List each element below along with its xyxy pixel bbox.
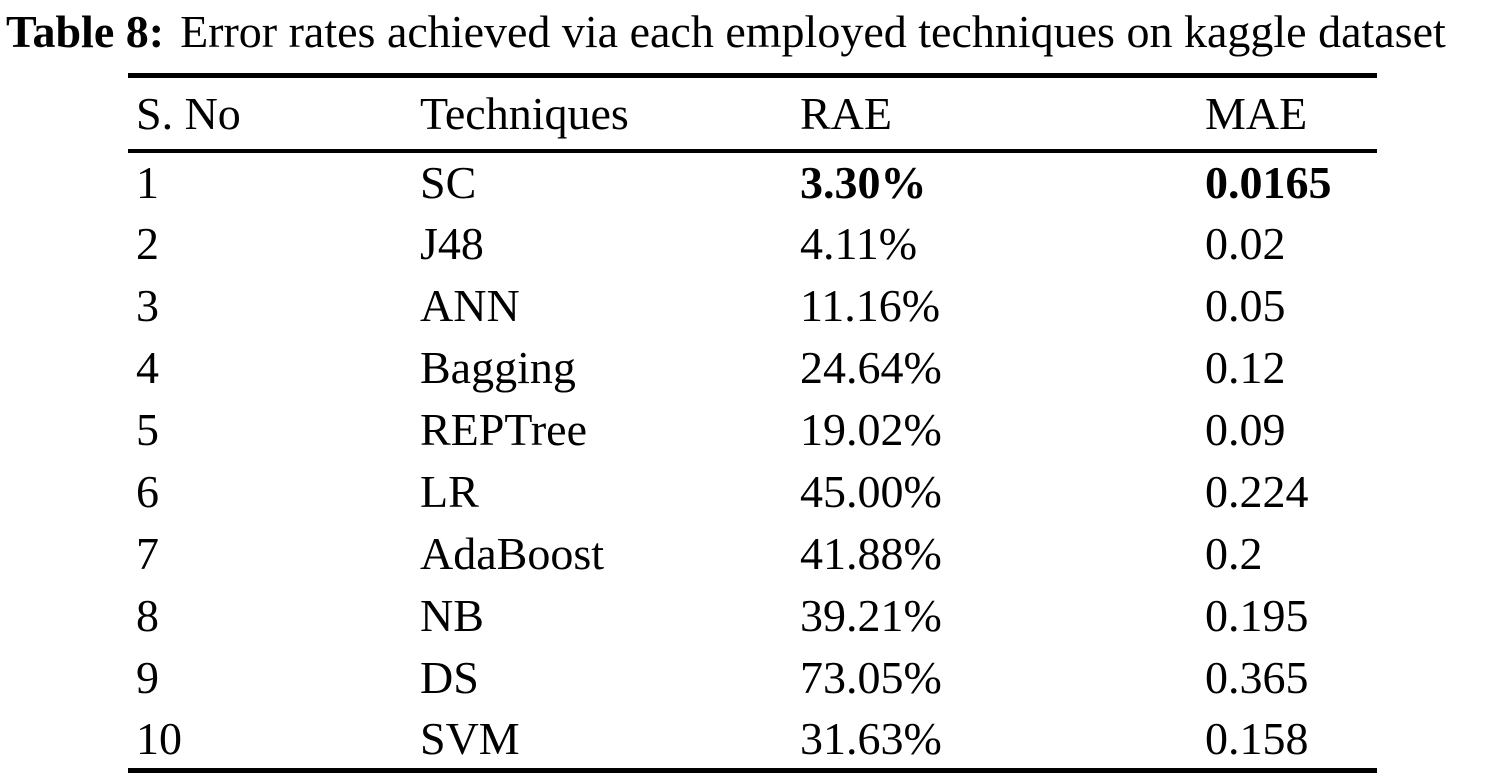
cell-rae: 45.00%: [800, 466, 942, 518]
cell-technique: AdaBoost: [420, 528, 604, 580]
cell-sno: 10: [136, 712, 182, 764]
cell-sno: 4: [136, 342, 159, 394]
cell-technique: SVM: [420, 712, 520, 764]
error-rates-table: S. No Techniques RAE MAE 1 SC 3.30% 0.01…: [128, 73, 1377, 774]
cell-rae: 41.88%: [800, 528, 942, 580]
table-row: 9 DS 73.05% 0.365: [128, 647, 1377, 709]
cell-mae: 0.158: [1205, 712, 1309, 764]
cell-mae: 0.365: [1205, 652, 1309, 704]
table-row: 3 ANN 11.16% 0.05: [128, 275, 1377, 337]
cell-technique: NB: [420, 590, 484, 642]
cell-rae: 19.02%: [800, 404, 942, 456]
cell-technique: J48: [420, 218, 484, 270]
cell-rae: 31.63%: [800, 712, 942, 764]
cell-mae: 0.0165: [1205, 157, 1332, 209]
cell-sno: 3: [136, 280, 159, 332]
table-header-row: S. No Techniques RAE MAE: [128, 76, 1377, 151]
table-caption-label: Table 8:: [6, 6, 165, 57]
cell-technique: ANN: [420, 280, 520, 332]
cell-mae: 0.05: [1205, 280, 1286, 332]
table-caption: Table 8: Error rates achieved via each em…: [0, 0, 1512, 59]
table-row: 7 AdaBoost 41.88% 0.2: [128, 523, 1377, 585]
cell-technique: REPTree: [420, 404, 587, 456]
table-row: 10 SVM 31.63% 0.158: [128, 709, 1377, 771]
cell-sno: 5: [136, 404, 159, 456]
cell-sno: 1: [136, 157, 159, 209]
cell-technique: Bagging: [420, 342, 576, 394]
table-row: 1 SC 3.30% 0.0165: [128, 151, 1377, 213]
cell-rae: 73.05%: [800, 652, 942, 704]
cell-sno: 9: [136, 652, 159, 704]
cell-mae: 0.09: [1205, 404, 1286, 456]
cell-rae: 3.30%: [800, 157, 927, 209]
cell-rae: 39.21%: [800, 590, 942, 642]
cell-technique: SC: [420, 157, 477, 209]
cell-mae: 0.224: [1205, 466, 1309, 518]
cell-sno: 6: [136, 466, 159, 518]
cell-mae: 0.2: [1205, 528, 1263, 580]
table-row: 6 LR 45.00% 0.224: [128, 461, 1377, 523]
header-sno: S. No: [136, 87, 241, 139]
cell-mae: 0.02: [1205, 218, 1286, 270]
table-row: 4 Bagging 24.64% 0.12: [128, 337, 1377, 399]
cell-mae: 0.195: [1205, 590, 1309, 642]
table-row: 5 REPTree 19.02% 0.09: [128, 399, 1377, 461]
header-mae: MAE: [1205, 87, 1308, 139]
cell-rae: 11.16%: [800, 280, 941, 332]
cell-technique: LR: [420, 466, 479, 518]
table-caption-text: Error rates achieved via each employed t…: [180, 6, 1446, 57]
cell-mae: 0.12: [1205, 342, 1286, 394]
table-row: 2 J48 4.11% 0.02: [128, 213, 1377, 275]
cell-sno: 7: [136, 528, 159, 580]
header-technique: Techniques: [420, 87, 629, 139]
cell-sno: 2: [136, 218, 159, 270]
cell-technique: DS: [420, 652, 479, 704]
cell-sno: 8: [136, 590, 159, 642]
table-row: 8 NB 39.21% 0.195: [128, 585, 1377, 647]
cell-rae: 24.64%: [800, 342, 942, 394]
cell-rae: 4.11%: [800, 218, 918, 270]
header-rae: RAE: [800, 87, 892, 139]
